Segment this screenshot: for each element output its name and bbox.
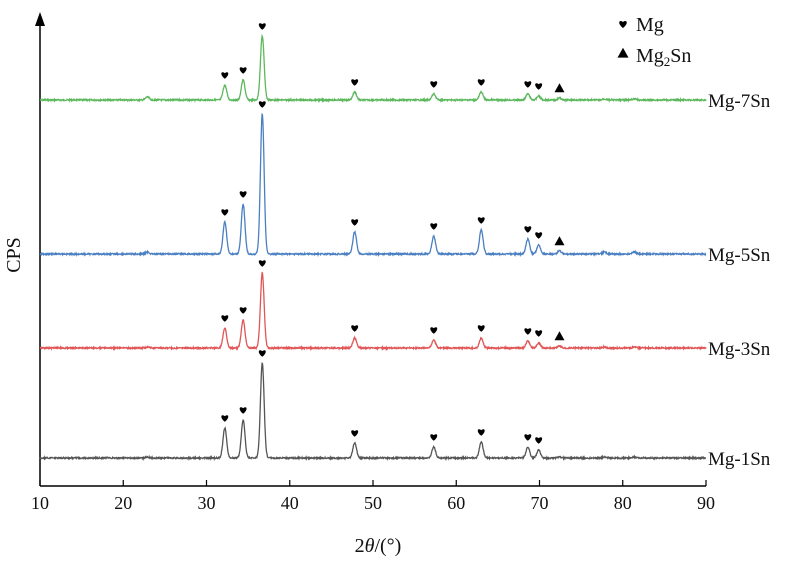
mg-peak-marker (430, 327, 438, 334)
x-tick-label: 40 (281, 493, 299, 513)
mg-peak-marker (258, 101, 266, 108)
mg-peak-marker (430, 434, 438, 441)
mg-peak-marker (258, 350, 266, 357)
mg-peak-marker (477, 217, 485, 224)
mg-peak-marker (239, 407, 247, 414)
mg-peak-marker (351, 430, 359, 437)
x-tick-label: 70 (531, 493, 549, 513)
peak-markers (221, 23, 565, 444)
mg-peak-marker (351, 219, 359, 226)
mg-peak-marker (430, 223, 438, 230)
mg-peak-marker (477, 325, 485, 332)
x-tick-label: 30 (198, 493, 216, 513)
mg2sn-peak-marker (554, 236, 565, 246)
series-line-mg-1sn (39, 362, 707, 462)
mg-peak-marker (221, 415, 229, 422)
mg-peak-marker (535, 232, 543, 239)
mg-peak-marker (477, 429, 485, 436)
x-tick-label: 60 (447, 493, 465, 513)
mg-peak-marker (524, 434, 532, 441)
mg-peak-marker (524, 226, 532, 233)
mg-peak-marker (221, 209, 229, 216)
mg-peak-marker (477, 79, 485, 86)
mg-peak-marker (351, 79, 359, 86)
mg-peak-marker (351, 325, 359, 332)
series-lines (39, 33, 707, 462)
mg-peak-marker (221, 72, 229, 79)
mg-peak-marker (535, 437, 543, 444)
x-tick-label: 10 (31, 493, 49, 513)
mg-peak-marker (524, 81, 532, 88)
x-tick-label: 20 (114, 493, 132, 513)
axes (35, 12, 706, 487)
mg-peak-marker (258, 260, 266, 267)
mg2sn-peak-marker (554, 83, 565, 93)
legend: Mg Mg2Sn (617, 14, 691, 69)
series-label: Mg-1Sn (708, 449, 771, 470)
mg-peak-marker (258, 23, 266, 30)
x-tick-label: 50 (364, 493, 382, 513)
mg-peak-marker (430, 81, 438, 88)
series-labels: Mg-7Sn Mg-5Sn Mg-3Sn Mg-1Sn (708, 91, 771, 470)
series-label: Mg-3Sn (708, 339, 771, 360)
x-tick-label: 90 (697, 493, 715, 513)
series-line-mg-7sn (39, 33, 707, 104)
x-ticks: 10 20 30 40 50 60 70 80 90 (31, 480, 715, 513)
mg-peak-marker (239, 67, 247, 74)
x-axis-title: 2θ/(°) (355, 535, 402, 557)
series-label: Mg-7Sn (708, 91, 771, 112)
mg2sn-peak-marker (554, 331, 565, 341)
mg-peak-marker (221, 315, 229, 322)
mg-peak-marker (239, 307, 247, 314)
mg-peak-marker (239, 191, 247, 198)
legend-mg2sn-label: Mg2Sn (636, 45, 691, 69)
y-axis-title: CPS (3, 237, 25, 273)
series-line-mg-3sn (39, 271, 707, 352)
y-axis-arrow (35, 12, 45, 26)
series-label: Mg-5Sn (708, 245, 771, 266)
legend-mg-icon (619, 21, 627, 29)
x-tick-label: 80 (614, 493, 632, 513)
mg-peak-marker (524, 328, 532, 335)
series-line-mg-5sn (39, 112, 707, 258)
mg-peak-marker (535, 83, 543, 90)
mg-peak-marker (535, 330, 543, 337)
legend-mg-label: Mg (636, 14, 664, 36)
legend-mg2sn-icon (617, 47, 629, 58)
